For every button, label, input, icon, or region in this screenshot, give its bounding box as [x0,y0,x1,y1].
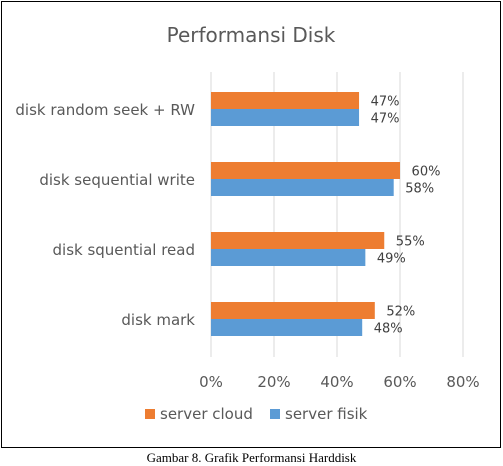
bar-server-fisik [211,109,360,126]
bar-server-cloud [211,232,385,249]
data-label: 58% [405,182,434,197]
data-label: 55% [396,235,425,250]
bar-server-fisik [211,249,366,266]
bar-server-cloud [211,302,375,319]
x-tick-label: 60% [383,373,416,391]
category-labels: disk random seek + RW disk sequential wri… [15,101,195,329]
legend-swatch-server-fisik [270,409,280,419]
category-label: disk random seek + RW [15,101,195,119]
data-label: 52% [386,305,415,320]
x-tick-label: 20% [257,373,290,391]
category-label: disk squential read [53,241,196,259]
chart-frame: Performansi Disk 47% 47% 60% 58% 55% 49% 52% 48… [1,1,501,448]
bar-chart: Performansi Disk 47% 47% 60% 58% 55% 49% 52% 48… [15,23,480,423]
data-label: 47% [371,112,400,127]
x-tick-labels: 0% 20% 40% 60% 80% [199,373,480,391]
x-tick-label: 0% [199,373,223,391]
legend-swatch-server-cloud [145,409,155,419]
figure-caption: Gambar 8. Grafik Performansi Harddisk [146,450,357,465]
data-label: 60% [412,165,441,180]
data-label: 48% [374,322,403,337]
category-label: disk sequential write [39,171,195,189]
x-tick-label: 80% [446,373,479,391]
bars [211,92,400,336]
data-label: 47% [371,95,400,110]
category-label: disk mark [121,311,195,329]
bar-server-cloud [211,92,360,109]
legend: server cloud server fisik [145,405,368,423]
bar-server-fisik [211,319,363,336]
x-tick-label: 40% [320,373,353,391]
data-labels: 47% 47% 60% 58% 55% 49% 52% 48% [371,95,441,337]
chart-title: Performansi Disk [167,23,336,47]
legend-label-server-fisik: server fisik [285,405,368,423]
bar-server-fisik [211,179,394,196]
data-label: 49% [377,252,406,267]
bar-server-cloud [211,162,400,179]
legend-label-server-cloud: server cloud [160,405,253,423]
